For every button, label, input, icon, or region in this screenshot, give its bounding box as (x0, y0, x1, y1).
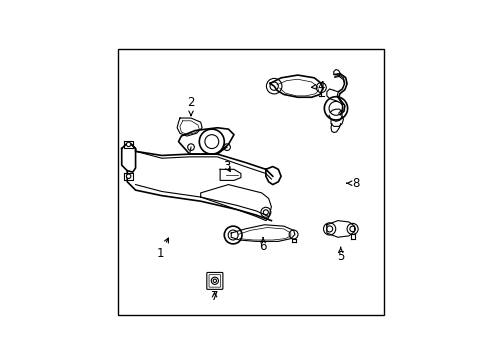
Polygon shape (326, 221, 354, 237)
Polygon shape (265, 167, 281, 185)
FancyBboxPatch shape (208, 275, 220, 287)
FancyBboxPatch shape (206, 273, 223, 289)
Polygon shape (124, 141, 133, 148)
Text: 6: 6 (259, 238, 266, 253)
Text: 4: 4 (311, 80, 325, 93)
Polygon shape (269, 75, 322, 97)
Polygon shape (231, 225, 294, 242)
Text: 8: 8 (346, 177, 359, 190)
Text: 5: 5 (336, 247, 344, 263)
Polygon shape (124, 173, 133, 180)
Polygon shape (177, 118, 202, 136)
Polygon shape (220, 169, 241, 180)
Circle shape (126, 142, 131, 147)
Text: 7: 7 (210, 290, 218, 303)
Text: 2: 2 (187, 96, 194, 116)
Polygon shape (200, 185, 271, 221)
Text: 3: 3 (223, 160, 230, 173)
Polygon shape (178, 128, 233, 154)
Circle shape (126, 174, 131, 179)
Polygon shape (122, 144, 135, 172)
Text: 1: 1 (157, 238, 168, 260)
